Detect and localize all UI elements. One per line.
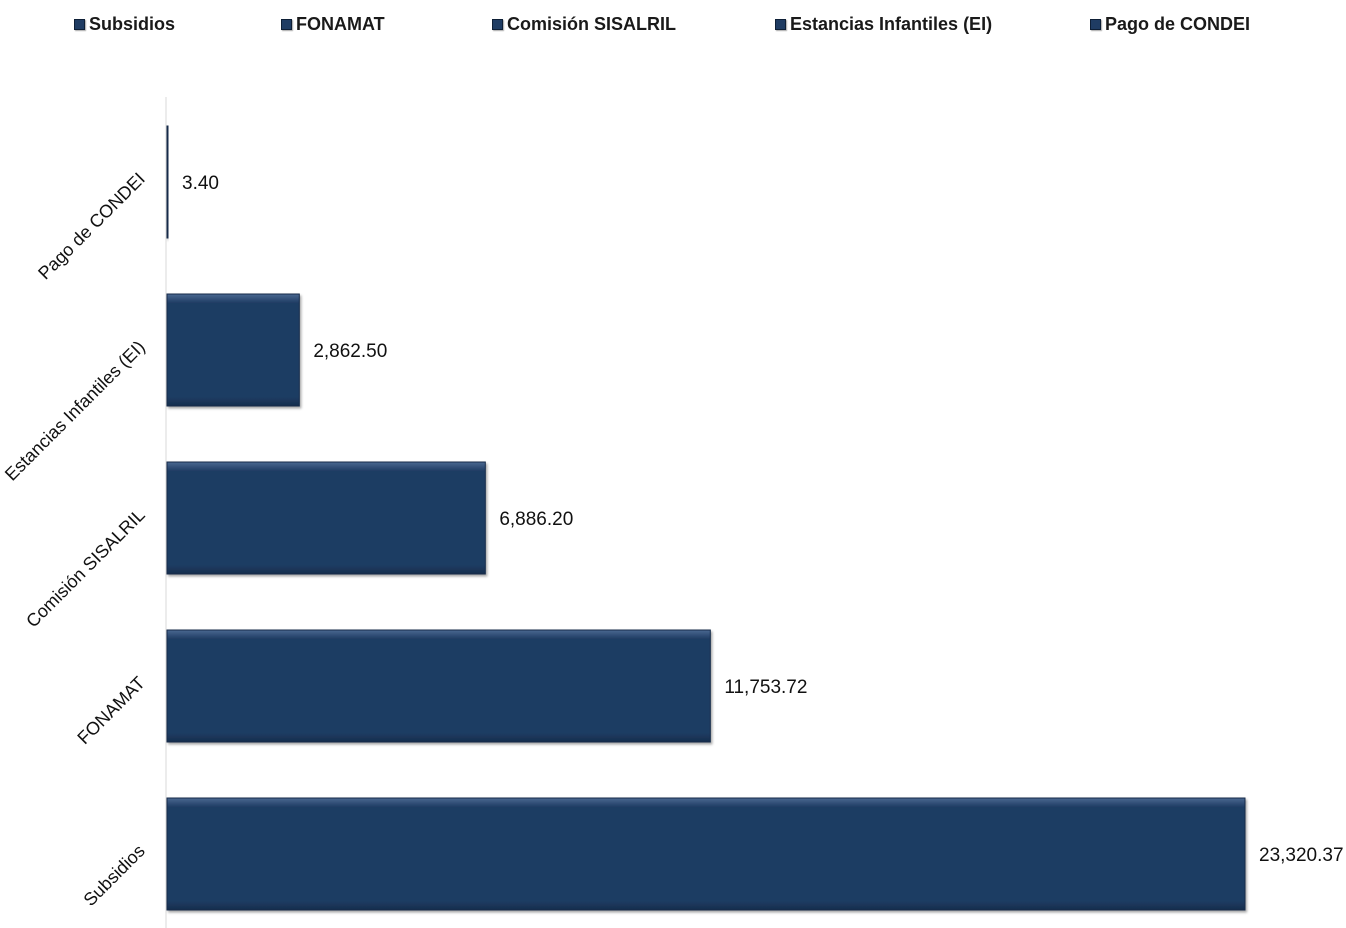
legend-item-estancias-infantiles: Estancias Infantiles (EI) — [775, 14, 992, 35]
bar-3 — [166, 293, 300, 407]
legend-label: Comisión SISALRIL — [507, 14, 677, 34]
bar-2 — [166, 461, 486, 575]
legend-swatch — [492, 19, 503, 30]
legend-label: Estancias Infantiles (EI) — [790, 14, 993, 34]
category-label-3: Estancias Infantiles (EI) — [1, 337, 149, 485]
legend-item-comision-sisalril: Comisión SISALRIL — [492, 14, 676, 35]
legend-label: FONAMAT — [296, 14, 385, 34]
bar-1 — [166, 629, 711, 743]
value-labels-group: 23,320.37 11,753.72 6,886.20 2,862.50 3.40 — [182, 173, 1344, 866]
legend-swatch — [775, 19, 786, 30]
value-label-4: 3.40 — [182, 173, 219, 194]
legend-label: Subsidios — [89, 14, 176, 34]
bars-group — [166, 125, 1246, 911]
legend-item-fonamat: FONAMAT — [281, 14, 385, 35]
category-label-0: Subsidios — [79, 841, 148, 910]
bar-0 — [166, 797, 1246, 911]
value-label-2: 6,886.20 — [499, 509, 573, 530]
legend-item-subsidios: Subsidios — [74, 14, 175, 35]
category-labels-group: Subsidios FONAMAT Comisión SISALRIL Estanci… — [1, 169, 149, 910]
value-label-0: 23,320.37 — [1259, 845, 1344, 866]
legend-swatch — [74, 19, 85, 30]
legend-swatch — [281, 19, 292, 30]
chart-legend: Subsidios FONAMAT Comisión SISALRIL Esta… — [0, 14, 1346, 38]
legend-swatch — [1090, 19, 1101, 30]
legend-label: Pago de CONDEI — [1105, 14, 1251, 34]
legend-item-pago-condei: Pago de CONDEI — [1090, 14, 1250, 35]
bar-4 — [166, 125, 169, 239]
category-label-1: FONAMAT — [73, 673, 148, 748]
category-label-4: Pago de CONDEI — [34, 169, 149, 284]
value-label-1: 11,753.72 — [724, 677, 807, 698]
category-label-2: Comisión SISALRIL — [22, 505, 149, 632]
value-label-3: 2,862.50 — [313, 341, 387, 362]
